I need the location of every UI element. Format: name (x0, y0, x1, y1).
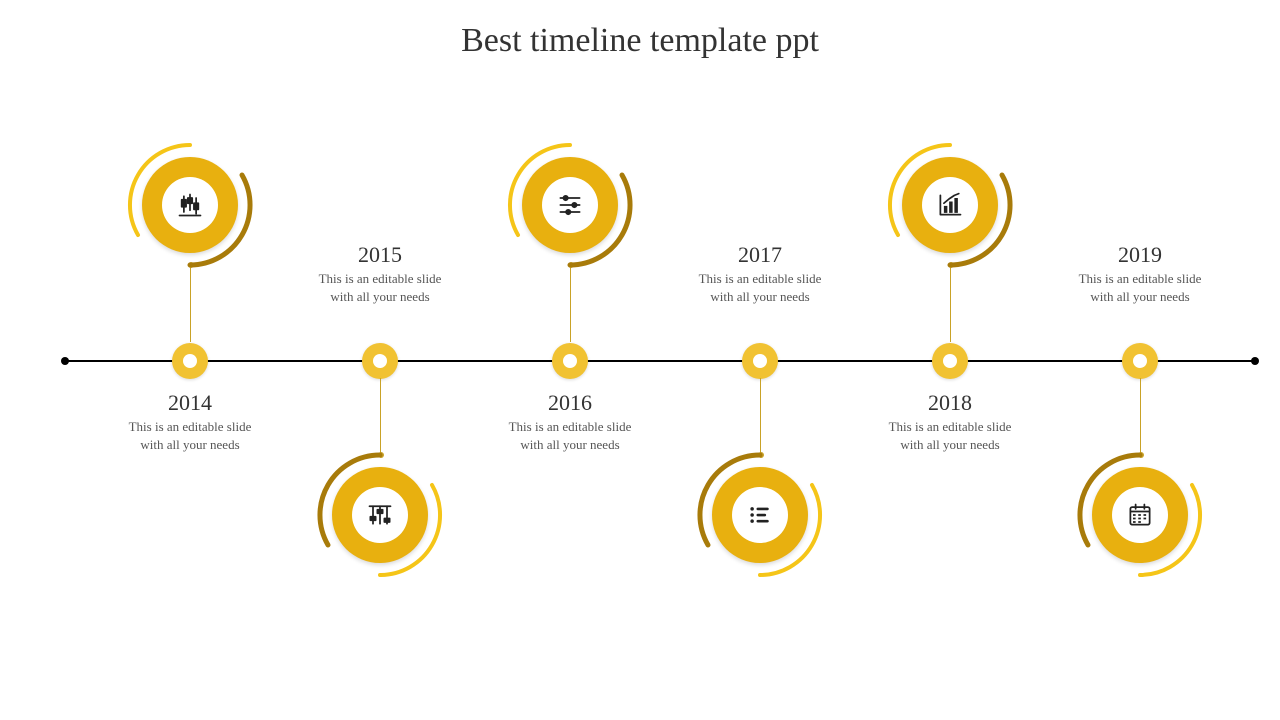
page-title: Best timeline template ppt (0, 22, 1280, 60)
timeline-desc: This is an editable slide with all your … (500, 418, 640, 453)
timeline-year: 2018 (880, 390, 1020, 416)
axis-endpoint-right (1251, 357, 1259, 365)
timeline-year: 2015 (310, 242, 450, 268)
connector-line (570, 265, 571, 342)
timeline-marker (172, 343, 208, 379)
timeline-desc: This is an editable slide with all your … (1070, 270, 1210, 305)
candlestick-chart-icon (124, 139, 256, 271)
connector-line (380, 378, 381, 455)
bar-chart-icon (884, 139, 1016, 271)
axis-endpoint-left (61, 357, 69, 365)
timeline-marker (1122, 343, 1158, 379)
connector-line (190, 265, 191, 342)
timeline-desc: This is an editable slide with all your … (120, 418, 260, 453)
timeline-marker (362, 343, 398, 379)
timeline-year: 2016 (500, 390, 640, 416)
timeline-desc: This is an editable slide with all your … (880, 418, 1020, 453)
timeline-desc: This is an editable slide with all your … (690, 270, 830, 305)
connector-line (950, 265, 951, 342)
mixer-icon (314, 449, 446, 581)
timeline-year: 2017 (690, 242, 830, 268)
connector-line (1140, 378, 1141, 455)
timeline-marker (742, 343, 778, 379)
list-icon (694, 449, 826, 581)
timeline-axis (65, 360, 1255, 362)
timeline-year: 2019 (1070, 242, 1210, 268)
sliders-icon (504, 139, 636, 271)
connector-line (760, 378, 761, 455)
timeline-marker (552, 343, 588, 379)
timeline-marker (932, 343, 968, 379)
timeline-year: 2014 (120, 390, 260, 416)
calendar-icon (1074, 449, 1206, 581)
timeline-desc: This is an editable slide with all your … (310, 270, 450, 305)
